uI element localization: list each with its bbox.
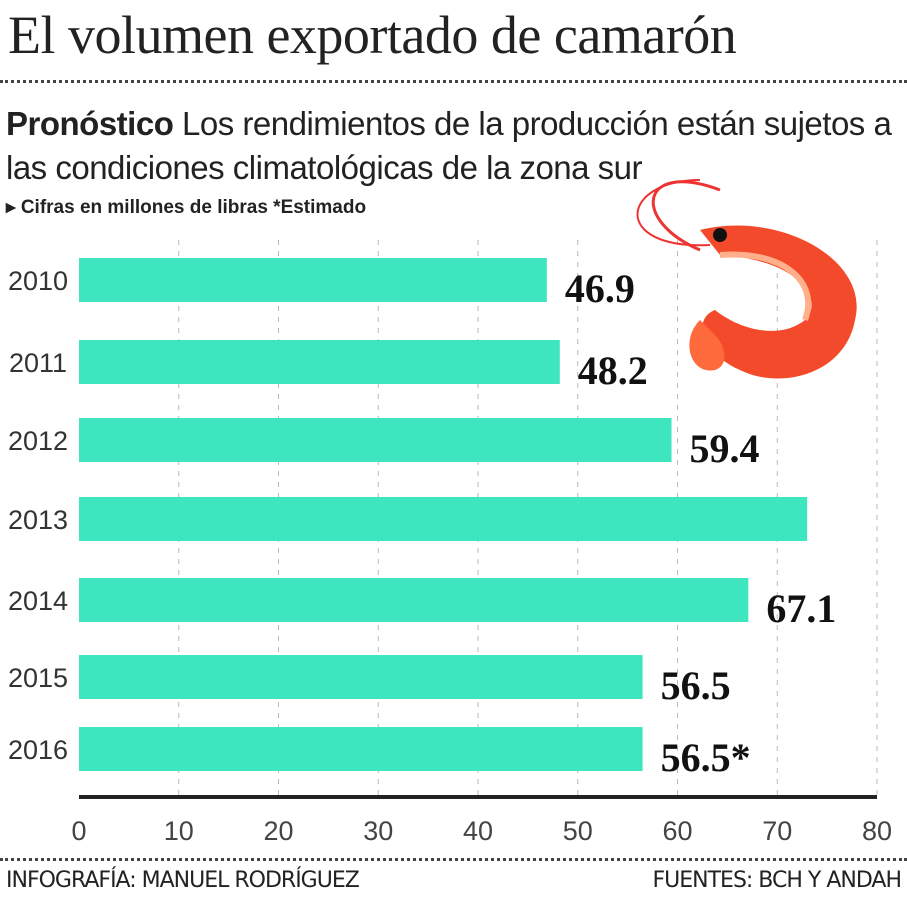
x-tick-label: 60 (662, 816, 692, 846)
sources: FUENTES: BCH Y ANDAH (652, 868, 902, 893)
y-tick-label: 2010 (8, 266, 68, 296)
shrimp-illustration (636, 179, 857, 379)
y-tick-label: 2015 (8, 663, 68, 693)
bar (79, 655, 643, 699)
x-tick-label: 50 (563, 816, 593, 846)
x-tick-label: 10 (164, 816, 194, 846)
units-note: ▸ Cifras en millones de libras *Estimado (6, 197, 367, 218)
y-tick-label: 2012 (8, 426, 68, 456)
x-tick-label: 30 (363, 816, 393, 846)
subtitle-text: Los rendimientos de la producción están … (6, 105, 892, 186)
chart-title: El volumen exportado de camarón (8, 5, 737, 65)
x-tick-label: 70 (762, 816, 792, 846)
subtitle-bold: Pronóstico (6, 105, 174, 142)
data-label: 46.9 (565, 266, 635, 311)
x-tick-label: 80 (862, 816, 892, 846)
data-label: 56.5* (661, 735, 751, 780)
bar (79, 727, 643, 771)
x-tick-label: 0 (71, 816, 86, 846)
data-label: 48.2 (578, 348, 648, 393)
y-tick-label: 2011 (9, 348, 67, 378)
bar (79, 418, 672, 462)
data-label: 67.1 (766, 586, 836, 631)
x-tick-label: 40 (463, 816, 493, 846)
subtitle: Pronóstico Los rendimientos de la produc… (6, 102, 906, 190)
data-label: 56.5 (661, 663, 731, 708)
bar (79, 497, 808, 541)
footer-divider (0, 858, 907, 861)
y-tick-label: 2014 (8, 586, 68, 616)
data-label: 59.4 (690, 426, 760, 471)
bar (79, 578, 749, 622)
bar (79, 340, 560, 384)
y-tick-label: 2013 (8, 505, 68, 535)
x-tick-label: 20 (263, 816, 293, 846)
credit: INFOGRAFÍA: MANUEL RODRÍGUEZ (6, 868, 360, 893)
y-tick-label: 2016 (8, 735, 68, 765)
bar (79, 258, 547, 302)
title-divider (0, 80, 907, 83)
